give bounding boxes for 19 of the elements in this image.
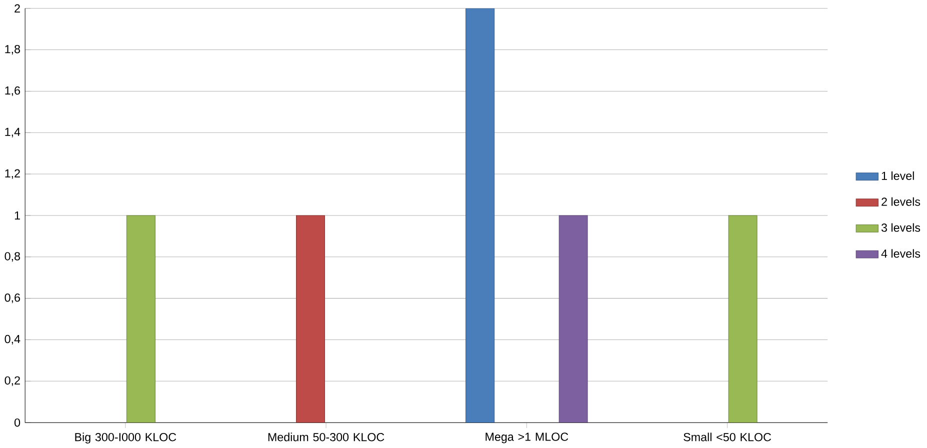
y-tick-label: 0,4 xyxy=(4,334,20,345)
y-tick-label: 1,4 xyxy=(5,128,20,138)
y-tick-label: 0,8 xyxy=(4,252,20,262)
x-tick-label: Big 300-I000 KLOC xyxy=(75,432,176,444)
x-tick-label: Mega >1 MLOC xyxy=(486,432,568,444)
y-tick-label: 0,6 xyxy=(4,294,20,304)
y-tick-label: 1,2 xyxy=(5,169,20,179)
legend-label: 1 level xyxy=(882,171,914,180)
y-tick-label: 0 xyxy=(14,418,20,427)
x-tick-label: Medium 50-300 KLOC xyxy=(268,432,384,442)
legend-label: 3 levels xyxy=(881,223,920,232)
y-tick-label: 1 xyxy=(14,212,20,220)
legend-label: 4 levels xyxy=(881,249,920,258)
y-tick-label: 0,2 xyxy=(4,376,20,386)
x-tick-label: Small <50 KLOC xyxy=(684,432,772,442)
y-tick-label: 1,8 xyxy=(5,45,20,55)
y-tick-label: 1,6 xyxy=(5,86,20,96)
y-tick-label: 2 xyxy=(14,4,20,13)
legend-label: 2 levels xyxy=(882,197,920,206)
